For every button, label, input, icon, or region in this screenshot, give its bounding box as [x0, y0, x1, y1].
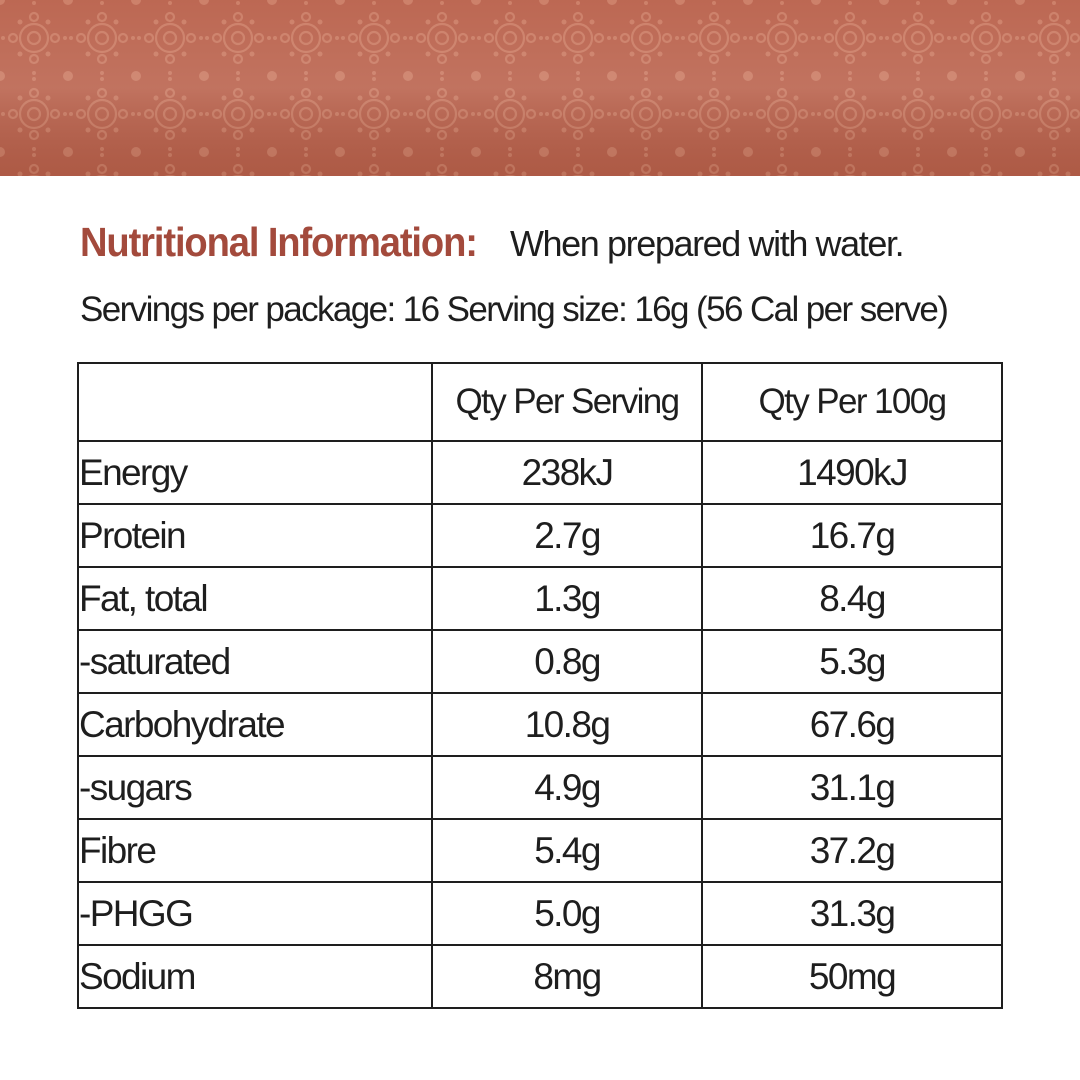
column-header-nutrient — [77, 362, 433, 442]
qty-per-serving: 5.0g — [431, 881, 703, 946]
nutrient-name: Fibre — [77, 818, 433, 883]
qty-per-serving: 5.4g — [431, 818, 703, 883]
nutrient-name: Fat, total — [77, 566, 433, 631]
qty-per-serving: 1.3g — [431, 566, 703, 631]
qty-per-serving: 8mg — [431, 944, 703, 1009]
column-header-per-100g: Qty Per 100g — [701, 362, 1003, 442]
servings-info: Servings per package: 16 Serving size: 1… — [80, 290, 949, 329]
table-row: -sugars 4.9g 31.1g — [77, 755, 1003, 820]
qty-per-100g: 31.3g — [701, 881, 1003, 946]
nutrient-name: -sugars — [77, 755, 433, 820]
nutrient-name: Sodium — [77, 944, 433, 1009]
qty-per-100g: 50mg — [701, 944, 1003, 1009]
table-header-row: Qty Per Serving Qty Per 100g — [77, 362, 1003, 442]
table-row: -saturated 0.8g 5.3g — [77, 629, 1003, 694]
nutrient-name: Energy — [77, 440, 433, 505]
qty-per-100g: 37.2g — [701, 818, 1003, 883]
qty-per-serving: 10.8g — [431, 692, 703, 757]
qty-per-100g: 1490kJ — [701, 440, 1003, 505]
qty-per-100g: 16.7g — [701, 503, 1003, 568]
qty-per-100g: 67.6g — [701, 692, 1003, 757]
nutrient-name: Carbohydrate — [77, 692, 433, 757]
qty-per-serving: 0.8g — [431, 629, 703, 694]
table-row: Fibre 5.4g 37.2g — [77, 818, 1003, 883]
qty-per-100g: 5.3g — [701, 629, 1003, 694]
table-row: Fat, total 1.3g 8.4g — [77, 566, 1003, 631]
nutrition-heading: Nutritional Information: When prepared w… — [80, 222, 1040, 263]
qty-per-serving: 2.7g — [431, 503, 703, 568]
nutrition-table: Qty Per Serving Qty Per 100g Energy 238k… — [77, 362, 1003, 1009]
table-row: Protein 2.7g 16.7g — [77, 503, 1003, 568]
table-row: Carbohydrate 10.8g 67.6g — [77, 692, 1003, 757]
table-row: Energy 238kJ 1490kJ — [77, 440, 1003, 505]
qty-per-100g: 8.4g — [701, 566, 1003, 631]
qty-per-serving: 4.9g — [431, 755, 703, 820]
qty-per-serving: 238kJ — [431, 440, 703, 505]
decorative-banner — [0, 0, 1080, 176]
nutrient-name: -PHGG — [77, 881, 433, 946]
banner-pattern-graphic — [0, 0, 1080, 176]
nutrient-name: Protein — [77, 503, 433, 568]
preparation-note: When prepared with water. — [509, 223, 905, 264]
column-header-per-serving: Qty Per Serving — [431, 362, 703, 442]
nutrition-title: Nutritional Information: — [80, 219, 478, 265]
qty-per-100g: 31.1g — [701, 755, 1003, 820]
nutrient-name: -saturated — [77, 629, 433, 694]
table-row: -PHGG 5.0g 31.3g — [77, 881, 1003, 946]
table-row: Sodium 8mg 50mg — [77, 944, 1003, 1009]
